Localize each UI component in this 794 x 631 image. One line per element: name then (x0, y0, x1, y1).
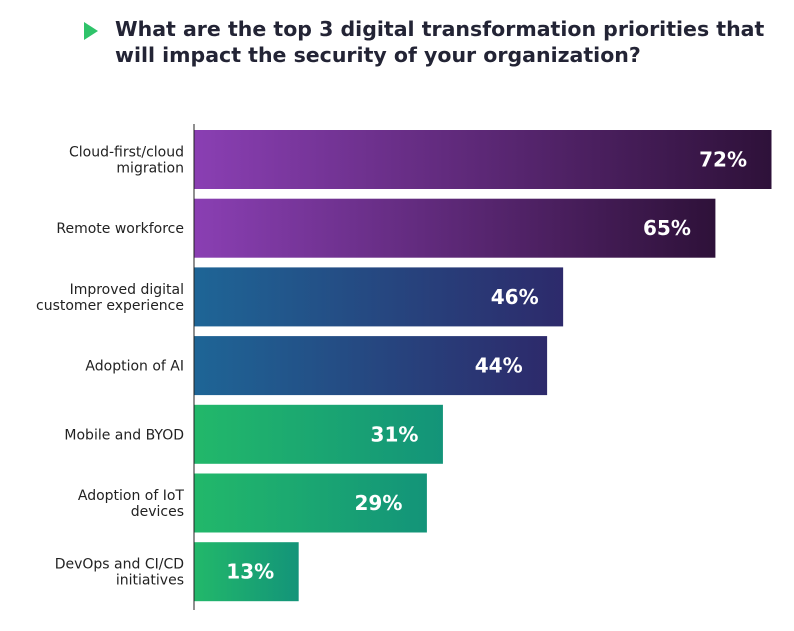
value-label-4: 31% (371, 422, 419, 446)
category-label-3: Adoption of AI (85, 359, 184, 375)
category-label-4: Mobile and BYOD (64, 427, 184, 443)
value-label-2: 46% (491, 285, 539, 309)
bar-1 (194, 198, 716, 258)
bar-6 (194, 542, 299, 602)
value-label-3: 44% (475, 354, 523, 378)
value-label-5: 29% (355, 491, 403, 515)
category-label-2: Improved digital customer experience (36, 282, 184, 314)
value-label-0: 72% (699, 148, 747, 172)
bar-0 (194, 130, 772, 189)
chart-title: What are the top 3 digital transformatio… (115, 17, 765, 67)
category-label-0: Cloud-first/cloud migration (69, 145, 184, 177)
category-label-1: Remote workforce (56, 221, 184, 237)
category-label-5: Adoption of IoT devices (78, 488, 185, 520)
title-play-icon (84, 22, 98, 40)
bar-3 (194, 336, 548, 396)
bar-2 (194, 267, 564, 327)
bar-5 (194, 473, 427, 533)
bar-4 (194, 404, 443, 464)
value-label-6: 13% (226, 560, 274, 584)
category-label-6: DevOps and CI/CD initiatives (55, 557, 184, 589)
value-label-1: 65% (643, 216, 691, 240)
